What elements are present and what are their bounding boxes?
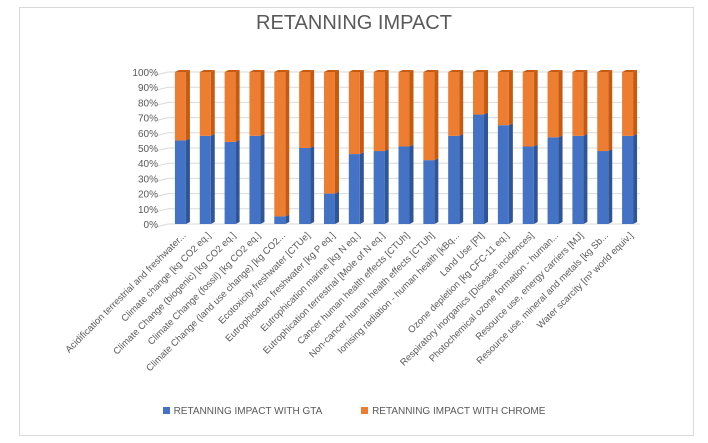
gridline-depth (155, 101, 169, 106)
bar-gta (497, 123, 513, 224)
bar-chrome (174, 70, 190, 141)
gridline-depth (155, 117, 169, 122)
y-tick-label: 40% (138, 159, 158, 170)
gridline-depth (155, 132, 169, 137)
bar-chrome (473, 70, 489, 115)
bar-gta (199, 133, 215, 224)
bar-gta (274, 214, 290, 224)
bar-chrome (423, 70, 439, 161)
gridline-depth (155, 147, 169, 152)
bar-chrome (323, 70, 339, 194)
legend-item-gta: RETANNING IMPACT WITH GTA (162, 406, 323, 417)
bar-gta (473, 112, 489, 224)
bar-chrome (398, 70, 414, 147)
y-tick-label: 80% (138, 98, 158, 109)
y-tick-label: 10% (138, 205, 158, 216)
bar-gta (224, 139, 240, 224)
bar-gta (174, 138, 190, 224)
chart-title: RETANNING IMPACT (256, 12, 452, 34)
bar-gta (398, 144, 414, 224)
gridline-depth (155, 193, 169, 198)
y-tick-label: 70% (138, 114, 158, 125)
legend-label-gta: RETANNING IMPACT WITH GTA (173, 406, 323, 417)
bar-chrome (224, 70, 240, 142)
bars (174, 70, 638, 224)
y-tick-label: 0% (144, 220, 159, 231)
y-tick-label: 60% (138, 129, 158, 140)
bar-chrome (547, 70, 563, 138)
y-tick-label: 30% (138, 174, 158, 185)
bar-chrome (274, 70, 290, 217)
gridline-depth (155, 86, 169, 91)
gridline-depth (155, 71, 169, 76)
gridline-depth (155, 177, 169, 182)
legend: RETANNING IMPACT WITH GTA RETANNING IMPA… (0, 406, 708, 417)
bar-gta (448, 133, 464, 224)
bar-gta (622, 133, 638, 224)
bar-gta (572, 133, 588, 224)
bar-chrome (249, 70, 265, 136)
x-axis-labels: Acidification terrestrial and freshwater… (64, 230, 636, 374)
legend-item-chrome: RETANNING IMPACT WITH CHROME (361, 406, 545, 417)
legend-swatch-chrome (361, 407, 369, 414)
y-tick-label: 90% (138, 83, 158, 94)
gridline-depth (155, 208, 169, 213)
bar-gta (522, 144, 538, 224)
legend-swatch-gta (162, 407, 170, 414)
bar-chrome (522, 70, 538, 147)
bar-chrome (348, 70, 364, 155)
bar-chrome (199, 70, 215, 136)
bar-gta (299, 146, 315, 224)
legend-label-chrome: RETANNING IMPACT WITH CHROME (372, 406, 546, 417)
bar-gta (547, 135, 563, 224)
bar-gta (348, 152, 364, 224)
bar-gta (249, 133, 265, 224)
bar-chrome (622, 70, 638, 136)
y-axis-ticks: 0% 10% 20% 30% 40% 50% 60% 70% 80% 90% 100% (132, 68, 158, 231)
bar-gta (423, 158, 439, 224)
bar-chrome (448, 70, 464, 136)
y-tick-label: 20% (138, 190, 158, 201)
bar-gta (597, 149, 613, 224)
gridline-depth (155, 162, 169, 167)
bar-chrome (299, 70, 315, 148)
bar-chrome (597, 70, 613, 152)
y-tick-label: 50% (138, 144, 158, 155)
bar-chrome (572, 70, 588, 136)
bar-gta (323, 191, 339, 224)
bar-chrome (373, 70, 389, 152)
bar-chrome (497, 70, 513, 126)
bar-gta (373, 149, 389, 224)
y-tick-label: 100% (132, 68, 158, 79)
gridline-depth (155, 223, 169, 228)
